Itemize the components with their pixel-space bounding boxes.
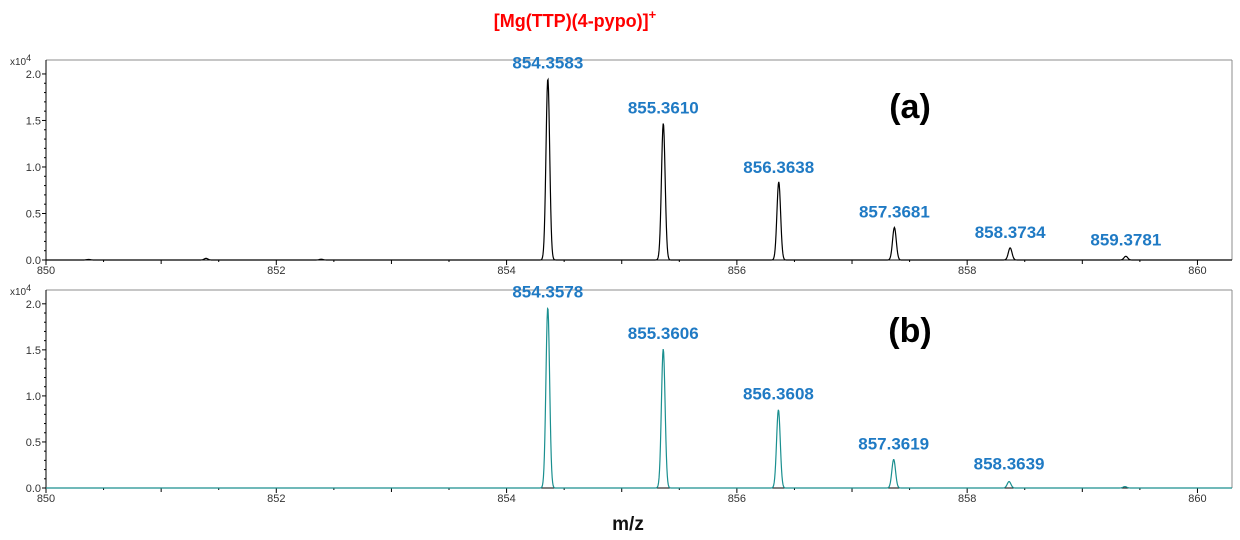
spectrum-trace-line <box>46 77 1232 261</box>
x-tick-label: 854 <box>497 265 515 277</box>
x-tick-label: 852 <box>267 265 285 277</box>
peak-mz-label: 858.3639 <box>974 455 1045 474</box>
y-tick-label: 2.0 <box>26 69 41 81</box>
peak-mz-label: 854.3578 <box>512 282 583 301</box>
x-axis-label: m/z <box>612 514 644 535</box>
figure-title-charge: + <box>649 7 657 22</box>
y-tick-label: 2.0 <box>26 299 41 311</box>
figure-title: [Mg(TTP)(4-pypo)]+ <box>494 7 657 31</box>
x-tick-label: 856 <box>728 265 746 277</box>
peak-mz-label: 855.3606 <box>628 324 699 343</box>
peak-mz-label: 854.3583 <box>512 54 583 73</box>
y-tick-label: 1.5 <box>26 345 41 357</box>
x-tick-label: 860 <box>1188 493 1206 505</box>
y-multiplier-label: x104 <box>10 283 31 298</box>
y-tick-label: 0.0 <box>26 483 41 495</box>
peak-mz-label: 859.3781 <box>1090 230 1161 249</box>
x-tick-label: 860 <box>1188 265 1206 277</box>
panel-tag-label: (a) <box>889 88 931 126</box>
peak-mz-label: 856.3608 <box>743 385 814 404</box>
peak-mz-label: 857.3619 <box>858 434 929 453</box>
panel-tag-label: (b) <box>888 312 931 350</box>
x-tick-label: 852 <box>267 493 285 505</box>
peak-mz-label: 858.3734 <box>975 223 1046 242</box>
x-tick-label: 858 <box>958 493 976 505</box>
y-tick-label: 1.0 <box>26 162 41 174</box>
figure-title-main: [Mg(TTP)(4-pypo)] <box>494 11 649 31</box>
x-tick-label: 856 <box>728 493 746 505</box>
x-tick-label: 858 <box>958 265 976 277</box>
y-tick-label: 1.5 <box>26 115 41 127</box>
y-multiplier-label: x104 <box>10 53 31 68</box>
x-tick-label: 854 <box>497 493 515 505</box>
y-tick-label: 0.5 <box>26 208 41 220</box>
x-tick-label: 850 <box>37 265 55 277</box>
y-tick-label: 0.0 <box>26 255 41 267</box>
spectrum-trace-line <box>46 307 1232 489</box>
peak-mz-label: 855.3610 <box>628 98 699 117</box>
peak-mz-label: 857.3681 <box>859 202 930 221</box>
x-tick-label: 850 <box>37 493 55 505</box>
y-tick-label: 0.5 <box>26 437 41 449</box>
y-tick-label: 1.0 <box>26 391 41 403</box>
peak-mz-label: 856.3638 <box>743 158 814 177</box>
